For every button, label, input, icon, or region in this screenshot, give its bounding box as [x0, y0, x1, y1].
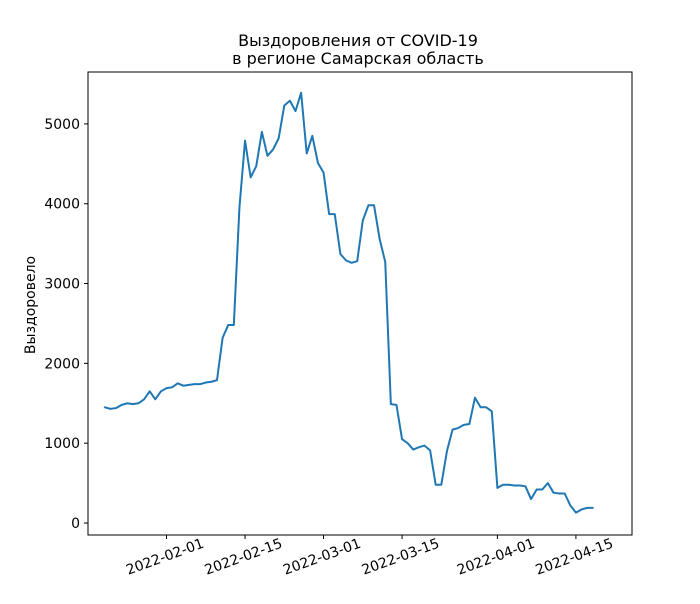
chart-title: Выздоровления от COVID-19 [238, 31, 478, 50]
chart-subtitle: в регионе Самарская область [232, 49, 484, 68]
plot-frame [87, 71, 633, 536]
x-tick-label: 2022-04-15 [534, 536, 616, 579]
y-tick-label: 5000 [44, 117, 80, 133]
x-tick-label: 2022-02-15 [203, 536, 285, 579]
y-tick-label: 2000 [44, 356, 80, 372]
x-tick-label: 2022-03-01 [281, 536, 363, 579]
y-tick-label: 0 [71, 516, 80, 532]
y-tick-label: 3000 [44, 277, 80, 293]
axes: 0 1000 2000 3000 4000 5000 2022-02-012022-02-1… [44, 71, 633, 579]
x-tick-label: 2022-03-15 [360, 536, 442, 579]
series-layer [103, 91, 594, 514]
y-tick-label: 1000 [44, 436, 80, 452]
y-axis-label: Выздоровело [23, 256, 39, 354]
y-tick-label: 4000 [44, 197, 80, 213]
x-tick-label: 2022-02-01 [124, 536, 206, 579]
series-line [103, 91, 594, 514]
x-tick-label: 2022-04-01 [455, 536, 537, 579]
